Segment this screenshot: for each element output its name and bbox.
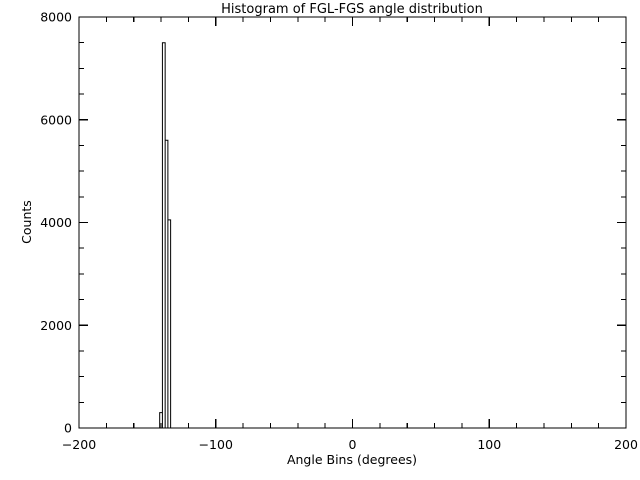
chart-title: Histogram of FGL-FGS angle distribution xyxy=(221,2,483,17)
x-tick-label: −200 xyxy=(62,437,96,452)
x-tick-label: −100 xyxy=(199,437,233,452)
y-tick-label: 4000 xyxy=(40,215,72,230)
histogram-trace xyxy=(79,42,626,429)
y-tick-label: 8000 xyxy=(40,10,72,25)
y-axis-title: Counts xyxy=(19,200,34,244)
x-axis-title: Angle Bins (degrees) xyxy=(287,452,417,467)
y-tick-label: 2000 xyxy=(40,318,72,333)
x-axis-tick-labels: −200 −100 0 100 200 xyxy=(62,437,638,452)
y-tick-label: 6000 xyxy=(40,112,72,127)
x-tick-label: 200 xyxy=(614,437,638,452)
y-axis-tick-labels: 0 2000 4000 6000 8000 xyxy=(40,10,72,436)
axis-ticks xyxy=(78,16,627,429)
y-tick-label: 0 xyxy=(64,421,72,436)
x-tick-label: 100 xyxy=(477,437,501,452)
plot-frame xyxy=(78,16,627,429)
x-tick-label: 0 xyxy=(349,437,357,452)
